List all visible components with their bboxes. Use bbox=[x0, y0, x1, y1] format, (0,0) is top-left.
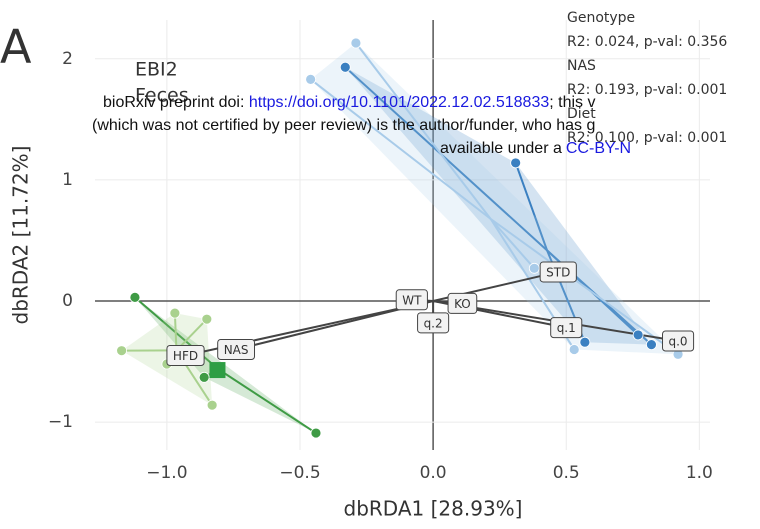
point bbox=[579, 336, 591, 348]
label-box bbox=[662, 330, 695, 352]
point-label: KO bbox=[447, 292, 478, 314]
x-tick-label: 1.0 bbox=[686, 463, 713, 483]
label-text: q.2 bbox=[424, 316, 443, 330]
chart-subtitle: Feces bbox=[135, 85, 189, 107]
label-text: STD bbox=[546, 265, 570, 279]
panel-letter: A bbox=[0, 20, 32, 74]
plot-area: −1.0 −0.5 0.0 0.5 1.0 −1 0 1 2 WT KO q.2 STD q.1 q.0 HF… bbox=[48, 20, 713, 483]
point bbox=[206, 399, 218, 411]
point bbox=[169, 307, 181, 319]
stats-line: R2: 0.100, p-val: 0.001 bbox=[567, 130, 727, 146]
spider-line bbox=[489, 218, 536, 269]
spider-line bbox=[490, 218, 679, 356]
x-tick-label: −0.5 bbox=[279, 463, 320, 483]
label-box bbox=[395, 289, 428, 311]
group-hull bbox=[310, 43, 679, 355]
label-text: HFD bbox=[173, 349, 198, 363]
spider-line bbox=[217, 368, 317, 434]
watermark-text: available under a bbox=[440, 140, 562, 157]
point bbox=[305, 73, 317, 85]
chart-title: EBI2 bbox=[135, 59, 178, 81]
point-label: q.0 bbox=[662, 330, 695, 352]
x-tick-label: 0.5 bbox=[553, 463, 580, 483]
label-text: NAS bbox=[224, 343, 249, 357]
point bbox=[339, 61, 351, 73]
point-label: WT bbox=[395, 289, 428, 311]
spider-line bbox=[310, 78, 492, 220]
point bbox=[116, 345, 128, 357]
x-tick-label: 0.0 bbox=[420, 463, 447, 483]
point bbox=[568, 344, 580, 355]
centroid-marker bbox=[209, 362, 226, 379]
y-axis-label: dbRDA2 [11.72%] bbox=[9, 146, 33, 325]
spider-line bbox=[344, 66, 548, 252]
label-box bbox=[217, 338, 256, 360]
stats-line: Diet bbox=[567, 106, 596, 122]
point bbox=[646, 339, 657, 351]
label-box bbox=[166, 345, 205, 367]
point bbox=[528, 262, 540, 274]
x-axis-label: dbRDA1 [28.93%] bbox=[344, 497, 523, 521]
y-tick-label: 0 bbox=[62, 291, 73, 311]
stats-line: Genotype bbox=[567, 10, 635, 26]
point-label: HFD bbox=[166, 345, 205, 367]
point bbox=[350, 37, 362, 49]
watermark-link[interactable]: https://doi.org/10.1101/2022.12.02.51883… bbox=[249, 94, 550, 111]
point-label: STD bbox=[539, 261, 577, 283]
watermark-line: available under a CC-BY-N bbox=[440, 140, 631, 157]
spider-line bbox=[355, 42, 492, 220]
point-label: q.2 bbox=[417, 312, 450, 334]
label-text: q.0 bbox=[669, 334, 688, 348]
watermark-line: bioRxiv preprint doi: https://doi.org/10… bbox=[103, 94, 595, 111]
label-text: WT bbox=[402, 293, 422, 307]
y-tick-label: 2 bbox=[62, 49, 73, 69]
watermark-link[interactable]: CC-BY-N bbox=[566, 140, 631, 157]
watermark-text: bioRxiv preprint doi: bbox=[103, 94, 249, 111]
label-box bbox=[417, 312, 450, 334]
y-tick-label: 1 bbox=[62, 170, 73, 190]
spider-line bbox=[173, 313, 178, 351]
point-label: q.1 bbox=[550, 317, 583, 339]
stats-line: R2: 0.024, p-val: 0.356 bbox=[567, 34, 727, 50]
stats-line: R2: 0.193, p-val: 0.001 bbox=[567, 82, 727, 98]
label-box bbox=[447, 292, 478, 314]
label-text: q.1 bbox=[557, 321, 576, 335]
point bbox=[632, 329, 644, 341]
point bbox=[201, 313, 213, 325]
watermark-line: (which was not certified by peer review)… bbox=[92, 117, 595, 134]
watermark-text: ; this v bbox=[549, 94, 595, 111]
point bbox=[510, 157, 522, 169]
label-text: KO bbox=[454, 297, 471, 311]
label-box bbox=[539, 261, 577, 283]
point bbox=[129, 291, 141, 303]
spider-line bbox=[514, 162, 549, 251]
x-tick-label: −1.0 bbox=[146, 463, 187, 483]
y-tick-label: −1 bbox=[48, 412, 73, 432]
point bbox=[198, 371, 210, 383]
stats-line: NAS bbox=[567, 58, 596, 74]
point bbox=[310, 427, 322, 439]
point-label: NAS bbox=[217, 338, 256, 360]
label-box bbox=[550, 317, 583, 339]
